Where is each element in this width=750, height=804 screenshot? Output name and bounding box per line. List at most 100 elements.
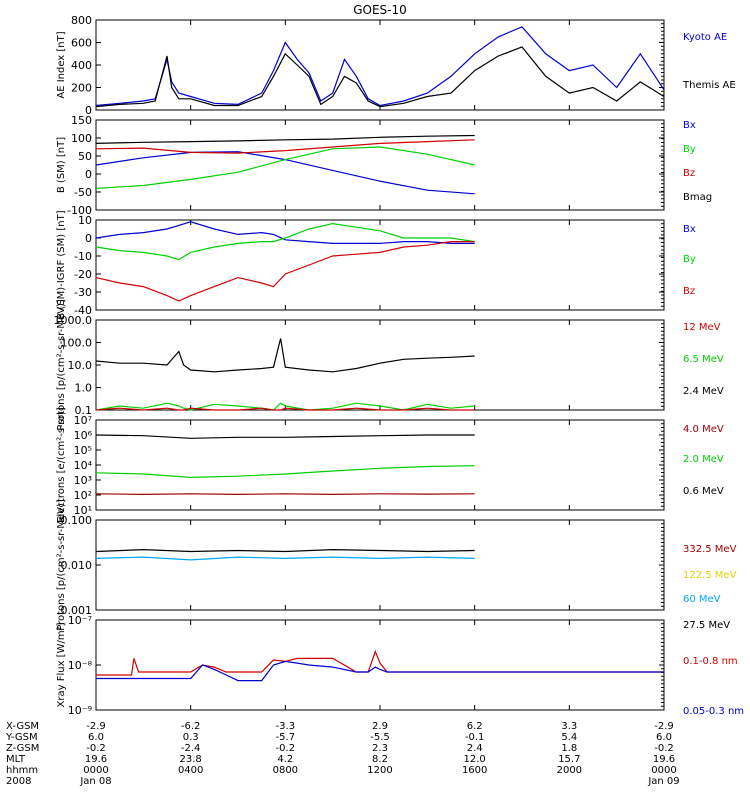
legend-entry: 0.05-0.3 nm [683, 706, 744, 717]
row-value: Jan 08 [79, 776, 111, 787]
row-value: 0800 [273, 765, 298, 776]
y-axis-label: Electrons [e/(cm²-s-sr)] [56, 407, 67, 523]
legend-entry: Themis AE [682, 80, 736, 91]
y-tick-label: 0.010 [61, 559, 93, 572]
y-tick-label: 10⁴ [74, 459, 93, 472]
legend-entry: Bx [683, 120, 696, 131]
y-tick-label: 10² [74, 489, 92, 502]
row-value: Jan 09 [647, 776, 679, 787]
row-value: -6.2 [181, 721, 201, 732]
y-axis-label: AE Index [nT] [56, 31, 67, 98]
row-value: 0.3 [183, 732, 199, 743]
panel-2: -100 -50 0 50 100 150 B (SM) [nT] Bx By Bz Bmag [56, 114, 712, 217]
row-value: 12.0 [464, 754, 486, 765]
panel-frame [95, 419, 665, 511]
series-line-2-0-mev [95, 465, 475, 479]
row-value: -2.4 [181, 743, 201, 754]
row-value: -2.9 [654, 721, 674, 732]
y-tick-label: 0.100 [61, 514, 93, 527]
row-value: -0.2 [654, 743, 674, 754]
y-tick-label: 10 [78, 214, 92, 227]
y-tick-label: 150 [71, 114, 92, 127]
y-tick-label: -20 [74, 268, 92, 281]
row-value: 15.7 [558, 754, 580, 765]
series-line-4-0-mev [95, 493, 475, 496]
row-value: -5.5 [370, 732, 390, 743]
y-tick-label: 100.0 [61, 337, 93, 350]
y-tick-label: 1000.0 [54, 314, 93, 327]
row-label: X-GSM [6, 721, 39, 732]
row-value: 6.0 [656, 732, 672, 743]
y-tick-label: 0 [85, 232, 92, 245]
y-tick-label: 10⁻⁸ [68, 659, 93, 672]
series-line-bx [95, 151, 475, 195]
y-tick-label: 10.0 [68, 359, 93, 372]
row-value: -0.2 [276, 743, 296, 754]
y-tick-label: 10⁵ [74, 444, 92, 457]
row-value: 1200 [367, 765, 392, 776]
legend-entry: Bmag [683, 192, 712, 203]
y-axis-label: Xray Flux [W/m²] [56, 622, 67, 707]
legend-entry: Kyoto AE [683, 32, 727, 43]
legend-entry: 122.5 MeV [683, 570, 737, 581]
y-axis-label: Protons [p/(cm²-s-sr-MeV)] [56, 299, 67, 431]
row-value: 19.6 [85, 754, 107, 765]
row-value: 2.3 [372, 743, 388, 754]
panel-frame [95, 319, 665, 411]
series-line-themis-ae [95, 46, 665, 108]
row-label: 2008 [6, 776, 31, 787]
y-tick-label: -100 [67, 204, 92, 217]
y-tick-label: 0.1 [75, 404, 93, 417]
row-value: 2.4 [467, 743, 483, 754]
y-axis-label: Protons [p/(cm²-s-sr-MeV)] [56, 499, 67, 631]
y-axis-label: B (SM) [nT] [56, 137, 67, 193]
row-value: 0400 [178, 765, 203, 776]
row-value: -0.1 [465, 732, 485, 743]
legend-entry: 12 MeV [683, 322, 721, 333]
row-value: 5.4 [561, 732, 577, 743]
series-line-bmag [95, 134, 475, 144]
y-axis-label: B (SM)-IGRF (SM) [nT] [56, 210, 67, 319]
y-tick-label: -40 [74, 304, 92, 317]
y-tick-label: 10⁷ [74, 414, 92, 427]
legend-entry: 27.5 MeV [683, 620, 730, 631]
series-line-0-6-mev [95, 434, 475, 439]
y-tick-label: 10⁻⁷ [68, 614, 92, 627]
y-tick-label: 10³ [74, 474, 92, 487]
row-value: -3.3 [276, 721, 296, 732]
legend-entry: 4.0 MeV [683, 424, 724, 435]
row-label: hhmm [6, 765, 38, 776]
legend-entry: Bz [683, 168, 695, 179]
y-tick-label: 400 [71, 59, 92, 72]
y-tick-label: 0 [85, 168, 92, 181]
series-line-12-mev [95, 407, 475, 411]
legend-entry: 2.0 MeV [683, 454, 724, 465]
legend-entry: Bx [683, 224, 696, 235]
y-tick-label: 100 [71, 132, 92, 145]
y-tick-label: 600 [71, 37, 92, 50]
y-tick-label: -50 [74, 186, 92, 199]
legend-entry: 2.4 MeV [683, 386, 724, 397]
y-tick-label: -10 [74, 250, 92, 263]
row-label: Y-GSM [5, 732, 38, 743]
y-tick-label: 10¹ [74, 504, 92, 517]
y-tick-label: 10⁶ [74, 429, 93, 442]
panel-5: 10¹ 10² 10³ 10⁴ 10⁵ 10⁶ 10⁷ Electrons [e/(cm²-s… [56, 407, 724, 523]
y-tick-label: 50 [78, 150, 92, 163]
panels-group: 0 200 400 600 800 AE Index [nT] Kyoto AE Themis… [54, 14, 745, 717]
row-value: 23.8 [180, 754, 202, 765]
row-value: 4.2 [277, 754, 293, 765]
series-line-60-mev [95, 556, 475, 561]
panel-frame [95, 219, 665, 311]
row-value: 19.6 [653, 754, 675, 765]
row-value: 2000 [557, 765, 582, 776]
row-value: 6.0 [88, 732, 104, 743]
row-label: MLT [6, 754, 26, 765]
legend-entry: 0.6 MeV [683, 486, 724, 497]
legend-entry: 0.1-0.8 nm [683, 656, 738, 667]
series-line-by [95, 146, 475, 189]
legend-entry: 6.5 MeV [683, 354, 724, 365]
